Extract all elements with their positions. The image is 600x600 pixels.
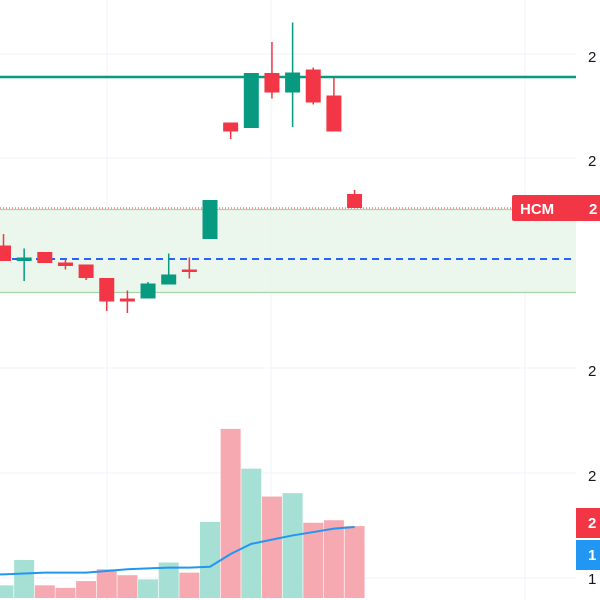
candle-body-14 [285, 72, 301, 93]
symbol-badge [512, 195, 600, 221]
candle-6 [119, 290, 135, 313]
volume-bar-3 [55, 587, 76, 598]
candle-1 [16, 248, 32, 281]
candles [0, 22, 363, 313]
candle-body-0 [0, 245, 11, 261]
volume-bar-1 [14, 559, 35, 598]
volume-bar-15 [303, 522, 324, 598]
candle-body-1 [16, 257, 32, 261]
volume-ma-polyline [0, 525, 355, 576]
candle-body-11 [223, 122, 239, 132]
price-axis-label-0: 2 [588, 49, 596, 66]
volume-badge-red [576, 508, 600, 538]
volume-badge-blue-label: 1 [588, 547, 596, 564]
candle-body-17 [347, 194, 363, 208]
candle-10 [202, 200, 218, 239]
candle-body-9 [181, 269, 197, 272]
volume-bar-17 [344, 526, 365, 598]
candle-4 [78, 264, 94, 280]
volume-badge-red-label: 2 [588, 515, 596, 532]
price-axis-label-2: 2 [588, 363, 596, 380]
candle-14 [285, 22, 301, 127]
candle-9 [181, 257, 197, 279]
candle-body-4 [78, 264, 94, 278]
volume-bar-5 [96, 569, 117, 598]
candle-body-12 [243, 73, 259, 128]
symbol-badge-label: HCM [520, 201, 554, 218]
volume-bar-4 [76, 581, 97, 598]
symbol-badge-value: 2 [589, 201, 597, 218]
candle-16 [326, 77, 342, 132]
candle-13 [264, 42, 280, 99]
volume-bar-16 [323, 520, 344, 598]
candle-body-13 [264, 73, 280, 93]
volume-bar-14 [282, 493, 303, 598]
price-axis-label-3: 2 [588, 468, 596, 485]
candle-12 [243, 73, 259, 128]
volume-bar-9 [179, 572, 200, 598]
volume-bar-11 [220, 428, 241, 598]
candle-body-3 [57, 262, 73, 266]
zone-fill [0, 209, 576, 293]
price-axis: 2 2 2 2 HCM 2 2 1 1 [512, 0, 600, 600]
candle-5 [99, 278, 115, 311]
volume-ma-line [0, 525, 355, 576]
candle-2 [37, 252, 53, 263]
candle-11 [223, 122, 239, 139]
candle-8 [161, 253, 177, 285]
candle-body-7 [140, 283, 156, 299]
volume-bar-8 [158, 562, 179, 598]
volume-bar-7 [138, 579, 159, 598]
volume-bar-13 [261, 496, 282, 598]
candle-body-6 [119, 298, 135, 302]
price-axis-background [576, 0, 600, 600]
candle-0 [0, 234, 11, 261]
volume-bar-6 [117, 575, 138, 598]
candle-body-5 [99, 278, 115, 302]
candle-7 [140, 282, 156, 299]
candle-17 [347, 190, 363, 208]
candle-body-10 [202, 200, 218, 239]
volume-badge-blue [576, 540, 600, 570]
zone-band [0, 208, 576, 294]
volume-bar-0 [0, 585, 14, 598]
volume-bar-12 [241, 468, 262, 598]
candle-body-2 [37, 252, 53, 263]
candle-15 [305, 67, 321, 105]
candle-body-15 [305, 69, 321, 103]
volume-axis-label-bottom: 1 [588, 571, 596, 588]
volume-bar-2 [34, 585, 55, 598]
price-axis-label-1: 2 [588, 153, 596, 170]
candle-3 [57, 259, 73, 270]
volume-bars [0, 428, 365, 598]
candle-body-16 [326, 95, 342, 132]
candle-body-8 [161, 274, 177, 285]
volume-bar-10 [200, 521, 220, 598]
